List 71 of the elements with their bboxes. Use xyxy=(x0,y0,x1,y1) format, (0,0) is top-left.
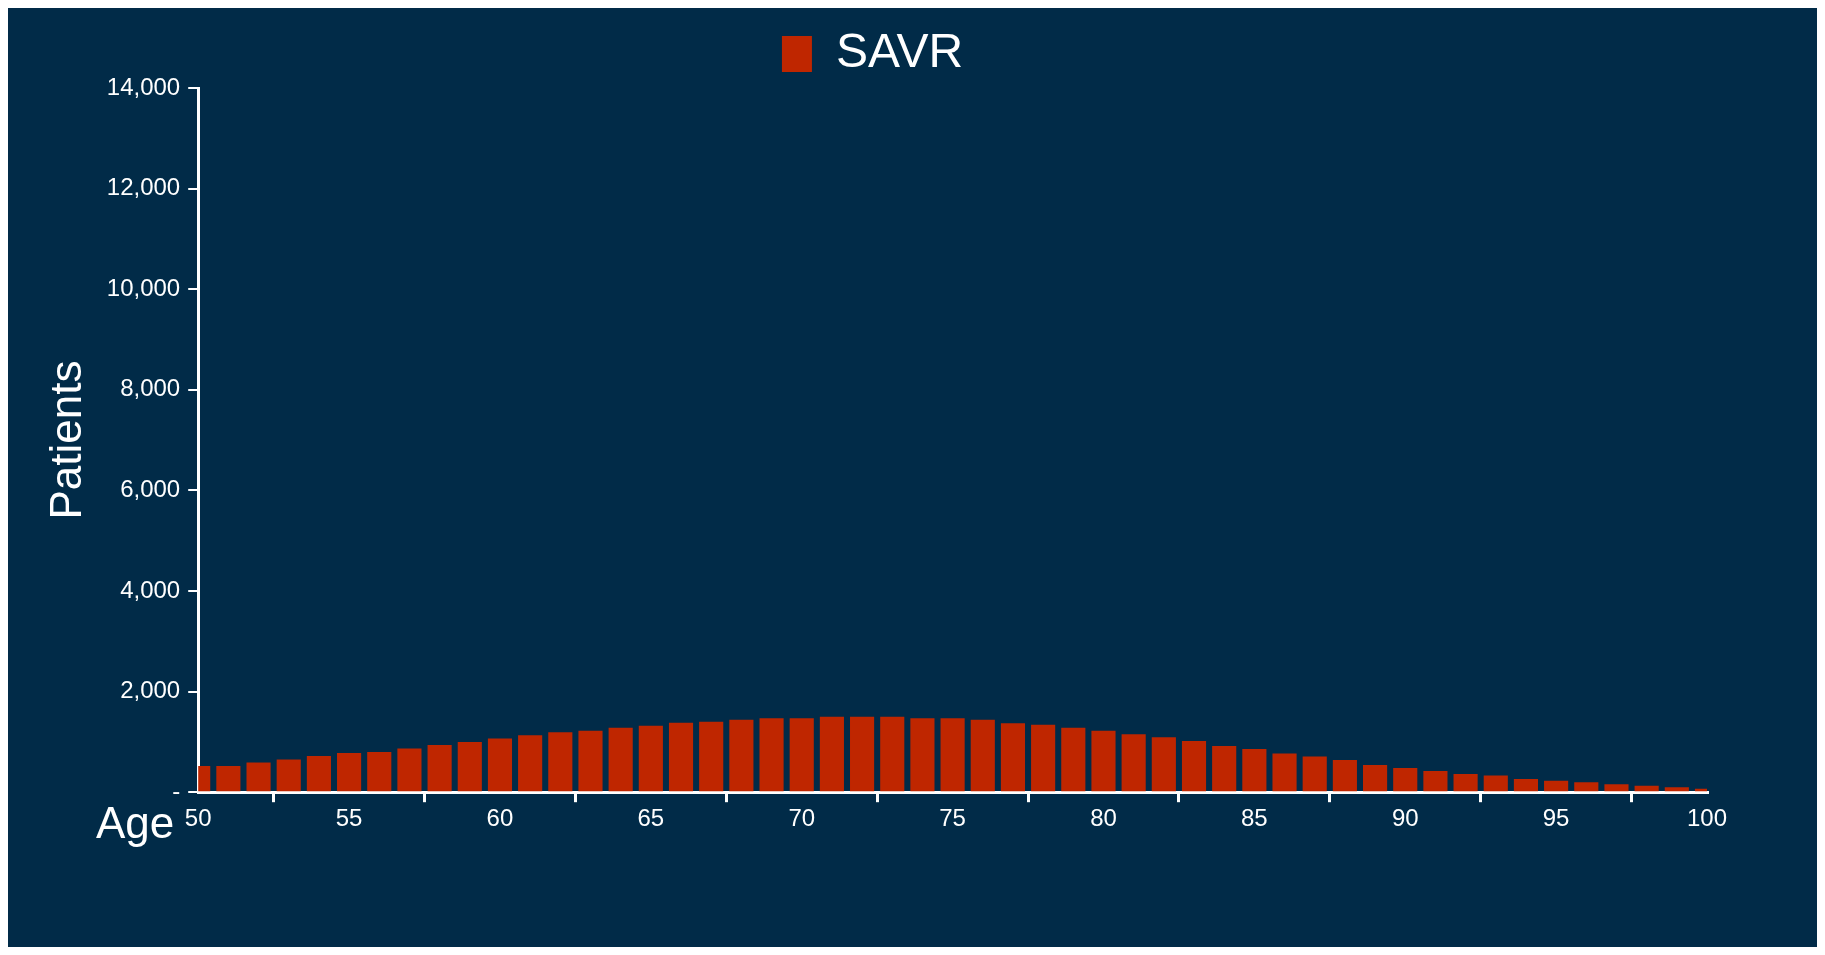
legend-label: SAVR xyxy=(835,24,964,78)
bar xyxy=(548,732,573,792)
bar xyxy=(1181,740,1207,792)
bar xyxy=(306,755,331,792)
bar xyxy=(1483,775,1508,792)
bar xyxy=(1332,760,1357,792)
y-tick-label: 6,000 xyxy=(120,475,181,503)
bar xyxy=(819,716,844,792)
bar xyxy=(1212,745,1237,792)
bar xyxy=(638,725,663,792)
x-tick-label: 85 xyxy=(1241,804,1268,832)
y-tick-label: 4,000 xyxy=(120,575,181,603)
bar xyxy=(910,718,935,792)
bar xyxy=(1121,734,1146,792)
bar xyxy=(940,718,965,792)
bar xyxy=(1242,748,1267,792)
x-tick-label: 90 xyxy=(1391,804,1419,832)
x-tick-label: 50 xyxy=(184,804,212,832)
bar xyxy=(1000,723,1026,792)
bar xyxy=(337,752,362,792)
bar xyxy=(1363,765,1388,792)
bar xyxy=(1513,779,1539,792)
bar xyxy=(729,719,754,792)
bar xyxy=(880,716,905,792)
bar xyxy=(1393,768,1418,792)
bar xyxy=(850,716,875,792)
bar xyxy=(1634,785,1659,792)
bar xyxy=(216,766,241,792)
x-tick-label: 65 xyxy=(637,804,665,832)
bar xyxy=(1302,756,1327,792)
bar xyxy=(608,727,633,792)
x-tick-label: 95 xyxy=(1542,804,1570,832)
bar xyxy=(1544,780,1569,792)
bar xyxy=(578,730,603,792)
bar xyxy=(487,738,513,792)
y-tick-label: 12,000 xyxy=(106,173,181,201)
y-tick-label: 2,000 xyxy=(120,676,181,704)
bar xyxy=(1091,730,1116,792)
bar xyxy=(246,762,271,792)
bar xyxy=(1423,771,1448,792)
bar xyxy=(1031,724,1056,792)
x-tick-label: 60 xyxy=(486,804,514,832)
y-axis-title: Patients xyxy=(40,360,90,520)
y-tick-label: - xyxy=(172,776,181,804)
y-tick-label: 14,000 xyxy=(106,72,181,100)
x-tick-label: 100 xyxy=(1686,804,1728,832)
bar xyxy=(699,721,724,792)
bar xyxy=(1664,787,1689,792)
bar xyxy=(427,744,452,792)
bar xyxy=(457,741,482,792)
x-axis-title: Age xyxy=(95,798,175,848)
y-tick-label: 10,000 xyxy=(106,273,181,301)
bar xyxy=(668,722,694,792)
bar xyxy=(970,719,995,792)
x-tick-label: 55 xyxy=(335,804,363,832)
x-tick-label: 75 xyxy=(939,804,966,832)
bar xyxy=(518,735,543,792)
x-tick-label: 70 xyxy=(788,804,816,832)
bar xyxy=(1151,737,1176,792)
bar xyxy=(397,748,422,792)
bar xyxy=(367,751,392,792)
bar xyxy=(1574,782,1599,792)
bar xyxy=(1604,784,1629,792)
bar xyxy=(1272,753,1297,792)
bar xyxy=(759,718,784,792)
bar xyxy=(1061,727,1086,792)
x-tick-label: 80 xyxy=(1090,804,1117,832)
bar xyxy=(276,759,301,792)
bar xyxy=(1453,774,1478,792)
y-tick-label: 8,000 xyxy=(120,374,181,402)
bar xyxy=(789,718,814,792)
